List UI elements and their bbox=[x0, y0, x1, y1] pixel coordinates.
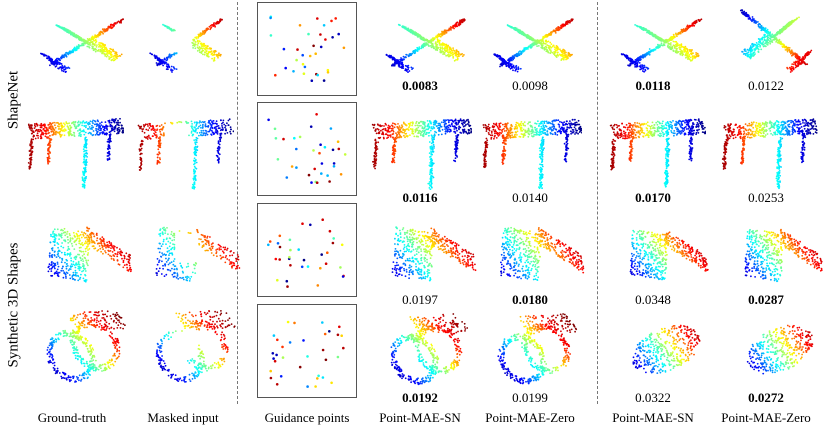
point-cloud-airplane-point-mae-zero-2 bbox=[735, 2, 815, 74]
guidance-box-airplane bbox=[257, 2, 357, 96]
dashed-divider-left bbox=[237, 2, 238, 404]
guidance-box-synthetic-1 bbox=[257, 203, 357, 297]
column-label-masked-input: Masked input bbox=[147, 410, 219, 425]
score-synthetic-2-point-mae-zero-2: 0.0272 bbox=[748, 390, 784, 405]
point-cloud-synthetic-1-point-mae-sn bbox=[382, 208, 478, 292]
point-cloud-synthetic-2-point-mae-zero-2 bbox=[735, 308, 825, 388]
point-cloud-synthetic-2-point-mae-sn bbox=[382, 312, 472, 388]
point-cloud-table-point-mae-zero-2 bbox=[718, 96, 818, 190]
column-label-ground-truth: Ground-truth bbox=[37, 410, 107, 425]
point-cloud-synthetic-1-ground-truth bbox=[38, 208, 134, 292]
score-synthetic-2-point-mae-sn: 0.0192 bbox=[402, 390, 438, 405]
score-airplane-point-mae-zero-2: 0.0122 bbox=[748, 78, 784, 93]
point-cloud-airplane-masked-input bbox=[148, 12, 228, 74]
point-cloud-table-point-mae-sn-2 bbox=[606, 96, 706, 190]
point-cloud-table-point-mae-zero bbox=[478, 96, 582, 190]
point-cloud-synthetic-2-ground-truth bbox=[38, 308, 130, 386]
column-label-point-mae-sn: Point-MAE-SN bbox=[379, 410, 461, 425]
point-cloud-airplane-point-mae-zero bbox=[490, 12, 580, 74]
score-synthetic-1-point-mae-zero: 0.0180 bbox=[512, 292, 548, 307]
score-airplane-point-mae-zero: 0.0098 bbox=[512, 78, 548, 93]
row-label-synthetic-3d-shapes: Synthetic 3D Shapes bbox=[5, 242, 22, 368]
point-cloud-table-ground-truth bbox=[24, 96, 124, 190]
point-cloud-airplane-point-mae-sn-2 bbox=[618, 12, 708, 74]
point-cloud-table-point-mae-sn bbox=[368, 96, 472, 190]
point-cloud-synthetic-1-masked-input bbox=[146, 208, 242, 292]
guidance-box-table bbox=[257, 102, 357, 196]
score-airplane-point-mae-sn: 0.0083 bbox=[402, 78, 438, 93]
dashed-divider-right bbox=[597, 2, 598, 404]
column-label-point-mae-zero-2: Point-MAE-Zero bbox=[721, 410, 811, 425]
column-label-guidance-points: Guidance points bbox=[264, 410, 350, 425]
point-cloud-airplane-point-mae-sn bbox=[382, 12, 472, 74]
score-table-point-mae-sn: 0.0116 bbox=[402, 190, 438, 205]
row-label-shapenet: ShapeNet bbox=[5, 70, 22, 130]
point-cloud-synthetic-2-point-mae-zero bbox=[490, 312, 580, 388]
score-table-point-mae-sn-2: 0.0170 bbox=[635, 190, 671, 205]
point-cloud-airplane-ground-truth bbox=[38, 12, 130, 74]
score-synthetic-1-point-mae-zero-2: 0.0287 bbox=[748, 292, 784, 307]
point-cloud-synthetic-1-point-mae-zero bbox=[490, 208, 586, 292]
column-label-point-mae-zero: Point-MAE-Zero bbox=[485, 410, 575, 425]
score-table-point-mae-zero-2: 0.0253 bbox=[748, 190, 784, 205]
point-cloud-table-masked-input bbox=[134, 96, 234, 190]
score-airplane-point-mae-sn-2: 0.0118 bbox=[635, 78, 671, 93]
point-cloud-synthetic-1-point-mae-sn-2 bbox=[620, 212, 710, 290]
score-synthetic-2-point-mae-sn-2: 0.0322 bbox=[635, 390, 671, 405]
point-cloud-synthetic-2-point-mae-sn-2 bbox=[620, 308, 712, 388]
guidance-box-synthetic-2 bbox=[257, 304, 357, 398]
point-cloud-synthetic-1-point-mae-zero-2 bbox=[735, 210, 825, 292]
score-synthetic-2-point-mae-zero: 0.0199 bbox=[512, 390, 548, 405]
point-cloud-synthetic-2-masked-input bbox=[148, 308, 238, 386]
score-table-point-mae-zero: 0.0140 bbox=[512, 190, 548, 205]
score-synthetic-1-point-mae-sn-2: 0.0348 bbox=[635, 292, 671, 307]
score-synthetic-1-point-mae-sn: 0.0197 bbox=[402, 292, 438, 307]
column-label-point-mae-sn-2: Point-MAE-SN bbox=[612, 410, 694, 425]
